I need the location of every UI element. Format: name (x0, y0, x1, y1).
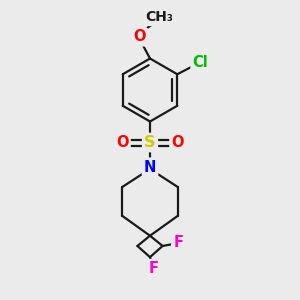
Text: Cl: Cl (193, 55, 208, 70)
Text: N: N (144, 160, 156, 175)
Text: CH₃: CH₃ (145, 11, 173, 24)
Text: F: F (173, 236, 183, 250)
Text: S: S (144, 135, 156, 150)
Text: O: O (133, 29, 146, 44)
Text: O: O (171, 135, 184, 150)
Text: O: O (116, 135, 129, 150)
Text: F: F (148, 261, 159, 276)
